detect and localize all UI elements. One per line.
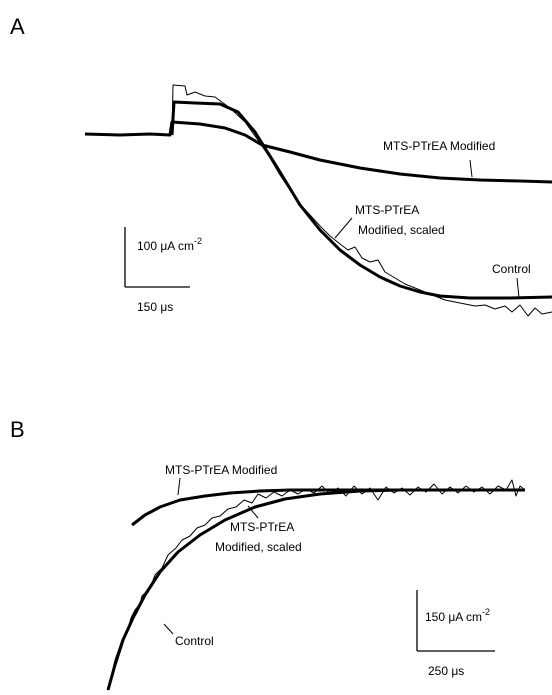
leader-line — [177, 477, 181, 496]
trace-label: MTS-PTrEA Modified — [383, 139, 495, 153]
scale-label: 150 μA cm-2 — [425, 607, 490, 624]
scale-label: 250 μs — [428, 664, 464, 678]
control-trace — [170, 100, 552, 300]
trace-label: Modified, scaled — [215, 540, 302, 554]
scale-unit: 150 μA cm — [425, 610, 482, 624]
panel-label: A — [10, 14, 25, 39]
trace-label: Control — [175, 634, 214, 648]
scale-unit: 100 μA cm — [137, 239, 194, 253]
trace-label: MTS-PTrEA — [230, 520, 294, 534]
trace-label: Modified, scaled — [358, 223, 445, 237]
scale-label: 150 μs — [137, 300, 173, 314]
leader-line — [469, 159, 473, 178]
scaled-trace — [171, 84, 552, 317]
scale-exponent: -2 — [194, 236, 202, 246]
leader-line — [163, 623, 174, 635]
scale-label: 100 μA cm-2 — [137, 236, 202, 253]
leader-line — [247, 505, 259, 519]
trace-label: Control — [492, 262, 531, 276]
modified-trace — [131, 488, 525, 527]
trace-label: MTS-PTrEA — [355, 203, 419, 217]
panel-label: B — [10, 417, 25, 442]
trace-label: MTS-PTrEA Modified — [165, 463, 277, 477]
scale-exponent: -2 — [482, 607, 490, 617]
leader-line — [334, 217, 353, 239]
scaled-trace — [107, 479, 526, 691]
control-trace — [106, 488, 525, 691]
leader-line — [516, 277, 520, 299]
